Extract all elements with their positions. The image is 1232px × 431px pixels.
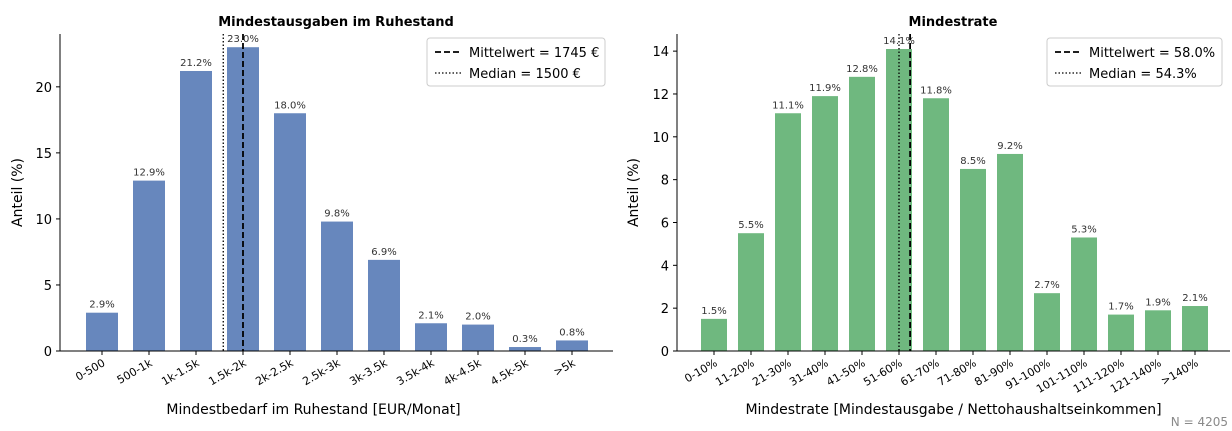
chart2-y-axis-label: Anteil (%) xyxy=(626,158,642,227)
chart1-x-tick-label: 4k-4.5k xyxy=(441,356,484,388)
chart2-bar-value-label: 1.5% xyxy=(701,306,726,317)
chart2-x-tick-label: 31-40% xyxy=(787,356,830,388)
chart2-bar xyxy=(1182,306,1208,351)
chart1-y-tick-label: 0 xyxy=(44,345,52,360)
chart2-y-tick-label: 14 xyxy=(652,45,669,60)
chart1-bar-value-label: 0.3% xyxy=(512,334,537,345)
chart2-x-tick-label: 0-10% xyxy=(682,356,719,385)
chart2-x-tick-label: 21-30% xyxy=(750,356,793,388)
chart1-x-tick-label: 2k-2.5k xyxy=(253,356,296,388)
chart1-bar-value-label: 9.8% xyxy=(324,209,349,220)
chart2-x-tick-label: 71-80% xyxy=(935,356,978,388)
chart1-x-tick-label: 1.5k-2k xyxy=(206,356,249,388)
chart2-bar-value-label: 9.2% xyxy=(997,141,1022,152)
chart2-legend-median-label: Median = 54.3% xyxy=(1089,67,1197,82)
chart1-x-tick-label: 0-500 xyxy=(73,356,107,383)
chart2-bar xyxy=(812,96,838,351)
chart2-bar-value-label: 11.8% xyxy=(920,85,952,96)
sample-size-note: N = 4205 xyxy=(1170,415,1228,429)
chart1-y-tick-label: 5 xyxy=(44,279,52,294)
chart2-bar xyxy=(775,113,801,351)
chart1-bar-value-label: 6.9% xyxy=(371,247,396,258)
chart2-bar xyxy=(1034,293,1060,351)
chart1-x-tick-label: 500-1k xyxy=(115,356,155,387)
chart2-bar xyxy=(1108,314,1134,351)
chart2-bar-value-label: 8.5% xyxy=(960,156,985,167)
chart1-bar xyxy=(321,221,353,351)
chart2-bar-value-label: 5.5% xyxy=(738,220,763,231)
chart2-bar-value-label: 1.7% xyxy=(1108,302,1133,313)
chart1-x-tick-label: 3.5k-4k xyxy=(394,356,437,388)
chart2-bar xyxy=(701,318,727,351)
chart1-x-tick-label: 4.5k-5k xyxy=(488,356,531,388)
chart2-y-tick-label: 12 xyxy=(652,88,669,103)
chart2-legend-mean-label: Mittelwert = 58.0% xyxy=(1089,46,1215,61)
chart2-y-tick-label: 4 xyxy=(661,259,669,274)
chart2-title: Mindestrate xyxy=(909,15,998,30)
chart2-bar-value-label: 2.7% xyxy=(1034,280,1059,291)
chart1-bar xyxy=(415,323,447,351)
chart2-x-tick-label: 61-70% xyxy=(898,356,941,388)
chart2-bar-value-label: 2.1% xyxy=(1182,293,1207,304)
chart2-y-tick-label: 6 xyxy=(661,216,669,231)
chart2-bar-value-label: 1.9% xyxy=(1145,297,1170,308)
chart1-bar xyxy=(86,312,118,351)
chart1-x-tick-label: 3k-3.5k xyxy=(347,356,390,388)
chart1-x-tick-label: 2.5k-3k xyxy=(300,356,343,388)
chart1-bar-value-label: 2.9% xyxy=(89,300,114,311)
chart1-x-axis-label: Mindestbedarf im Ruhestand [EUR/Monat] xyxy=(166,402,460,418)
chart1-bar-value-label: 18.0% xyxy=(274,100,306,111)
chart1-legend-median-label: Median = 1500 € xyxy=(469,67,581,82)
chart1-bar xyxy=(462,324,494,351)
chart2-x-tick-label: >140% xyxy=(1159,356,1201,388)
chart2-x-tick-label: 41-50% xyxy=(824,356,867,388)
chart2-bar-value-label: 11.9% xyxy=(809,83,841,94)
chart1-bar-value-label: 2.0% xyxy=(465,312,490,323)
chart1-legend-mean-label: Mittelwert = 1745 € xyxy=(469,46,599,61)
chart1-bar xyxy=(274,113,306,351)
chart2-y-tick-label: 2 xyxy=(661,302,669,317)
chart1-bar-value-label: 21.2% xyxy=(180,58,212,69)
chart1-bar-value-label: 2.1% xyxy=(418,310,443,321)
chart1-bar xyxy=(133,180,165,351)
chart2-y-tick-label: 0 xyxy=(661,345,669,360)
chart1-x-tick-label: 1k-1.5k xyxy=(159,356,202,388)
chart1-bar-value-label: 12.9% xyxy=(133,168,165,179)
chart1-y-tick-label: 20 xyxy=(35,81,52,96)
chart2-bar-value-label: 12.8% xyxy=(846,64,878,75)
chart2-y-tick-label: 8 xyxy=(661,174,669,189)
chart2-bar xyxy=(923,98,949,351)
chart2-bar xyxy=(849,76,875,352)
chart1-y-tick-label: 15 xyxy=(35,147,52,162)
chart2-bar xyxy=(997,153,1023,351)
chart1-bar xyxy=(180,70,212,351)
chart1-y-tick-label: 10 xyxy=(35,213,52,228)
chart2-bar-value-label: 5.3% xyxy=(1071,224,1096,235)
chart1-y-axis-label: Anteil (%) xyxy=(10,158,26,227)
chart1-title: Mindestausgaben im Ruhestand xyxy=(218,15,454,30)
chart2-bar xyxy=(738,233,764,351)
chart2-bar xyxy=(1071,237,1097,351)
chart1-x-tick-label: >5k xyxy=(551,356,578,379)
chart2-x-tick-label: 11-20% xyxy=(713,356,756,388)
chart2-x-axis-label: Mindestrate [Mindestausgabe / Nettohaush… xyxy=(745,402,1161,418)
chart1-legend-box xyxy=(426,37,606,87)
chart2-bar xyxy=(960,168,986,351)
chart1-bar xyxy=(556,340,588,351)
chart1-bar xyxy=(509,347,541,351)
chart2-y-tick-label: 10 xyxy=(652,131,669,146)
chart1-bar xyxy=(368,259,400,351)
chart2-legend-box xyxy=(1046,37,1223,87)
chart2-bar-value-label: 11.1% xyxy=(772,100,804,111)
chart2-x-tick-label: 51-60% xyxy=(861,356,904,388)
chart2-bar xyxy=(1145,310,1171,351)
chart1-bar-value-label: 0.8% xyxy=(559,327,584,338)
